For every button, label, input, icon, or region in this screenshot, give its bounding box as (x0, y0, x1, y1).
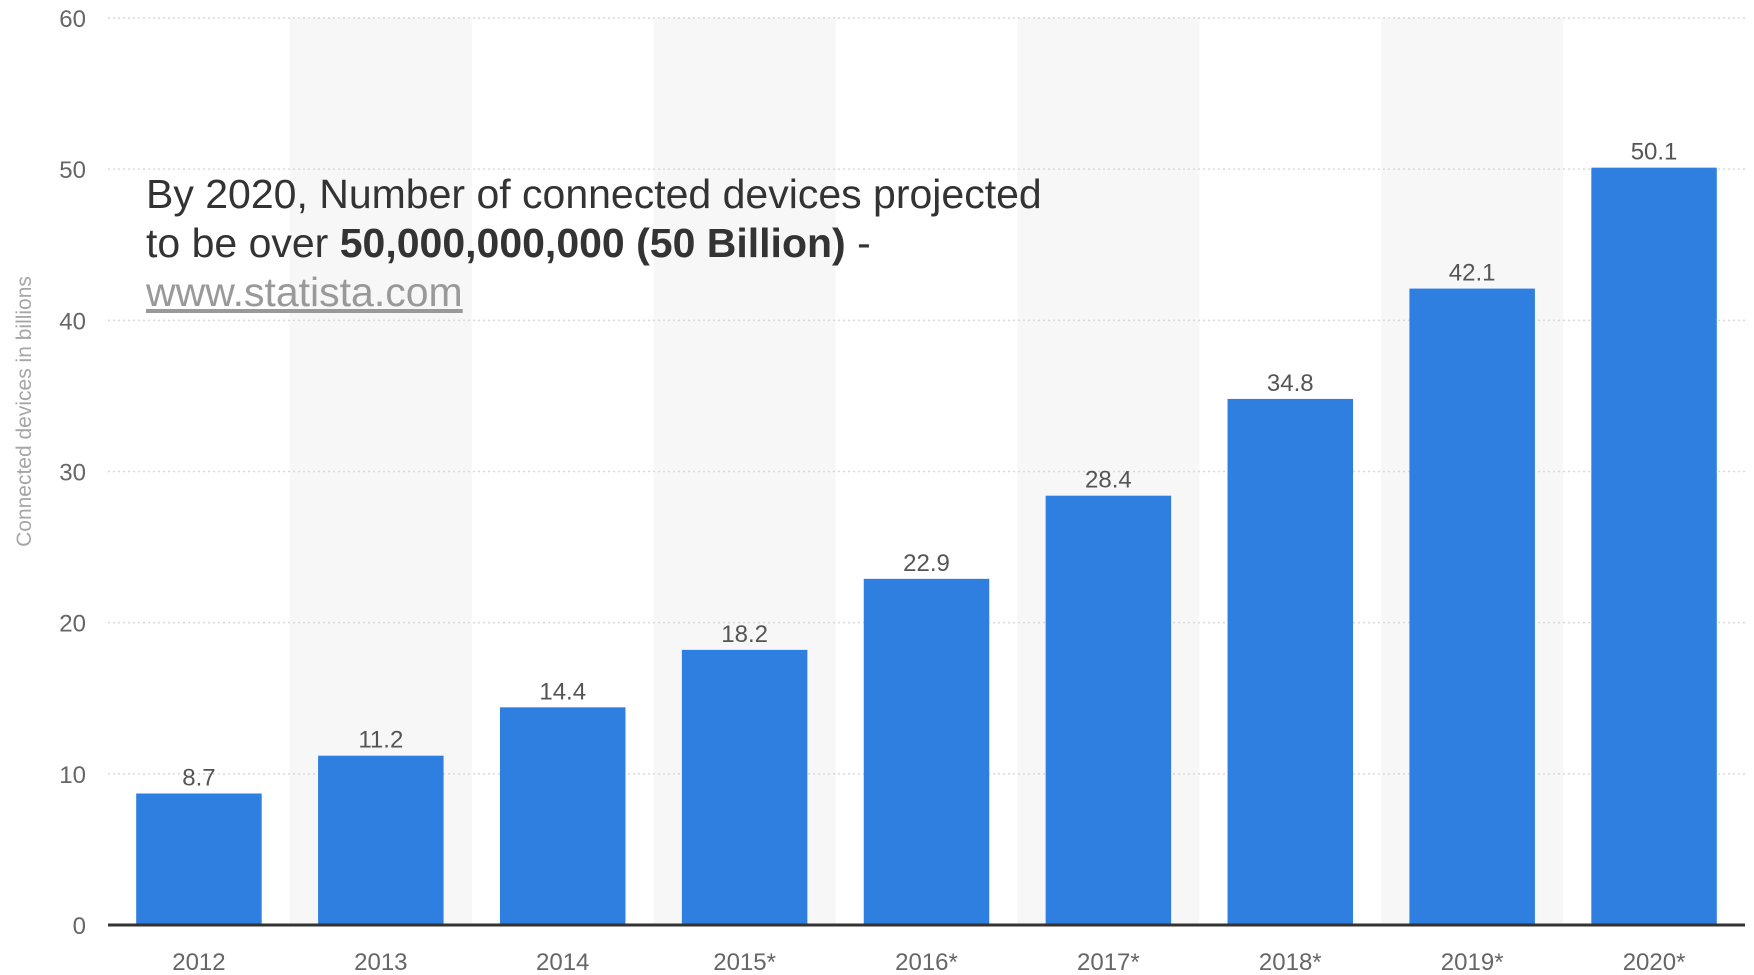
x-tick-label: 2015* (713, 949, 776, 975)
x-tick-label: 2019* (1441, 949, 1504, 975)
annotation-highlight: 50,000,000,000 (50 Billion) (339, 220, 846, 266)
y-axis-ticks: 0 10 20 30 40 50 60 (59, 6, 86, 940)
y-tick-label: 10 (59, 762, 86, 789)
x-tick-label: 2018* (1259, 949, 1322, 975)
x-tick-label: 2014 (536, 949, 589, 975)
x-axis-ticks: 2012 2013 2014 2015* 2016* 2017* 2018* 2019* 202… (172, 949, 1685, 975)
bar[interactable] (318, 755, 444, 925)
y-tick-label: 20 (59, 611, 86, 638)
x-tick-label: 2013 (354, 949, 407, 975)
data-label: 28.4 (1085, 467, 1132, 494)
y-tick-label: 40 (59, 308, 86, 335)
annotation-line-2-suffix: - (845, 220, 871, 266)
data-label: 42.1 (1449, 260, 1496, 287)
x-tick-label: 2012 (172, 949, 225, 975)
y-tick-label: 0 (73, 913, 86, 940)
bar[interactable] (681, 649, 808, 925)
annotation-line-2-prefix: to be over (146, 220, 340, 266)
annotation-line-2: to be over 50,000,000,000 (50 Billion) - (146, 219, 1042, 268)
source-link[interactable]: www.statista.com (146, 269, 463, 315)
y-axis-label: Connected devices in billions (13, 276, 36, 547)
y-tick-label: 50 (59, 157, 86, 184)
annotation-line-1: By 2020, Number of connected devices pro… (146, 171, 1042, 217)
data-label: 8.7 (182, 764, 215, 791)
data-labels: 8.7 11.2 14.4 18.2 22.9 28.4 34.8 42.1 50.1 (182, 139, 1677, 792)
bar[interactable] (1409, 288, 1535, 925)
data-label: 50.1 (1631, 139, 1678, 166)
x-tick-label: 2020* (1623, 949, 1686, 975)
data-label: 34.8 (1267, 370, 1314, 397)
chart-annotation: By 2020, Number of connected devices pro… (146, 170, 1042, 317)
bar[interactable] (1591, 167, 1717, 925)
x-tick-label: 2016* (895, 949, 958, 975)
x-tick-label: 2017* (1077, 949, 1140, 975)
bars (136, 167, 1717, 925)
data-label: 11.2 (358, 727, 403, 754)
bar[interactable] (1045, 495, 1172, 925)
data-label: 18.2 (721, 621, 768, 648)
data-label: 22.9 (903, 550, 950, 577)
bar[interactable] (1227, 398, 1354, 925)
y-tick-label: 30 (59, 460, 86, 487)
bar[interactable] (136, 793, 262, 925)
bar[interactable] (863, 578, 990, 925)
y-tick-label: 60 (59, 6, 86, 33)
data-label: 14.4 (539, 678, 586, 705)
bar[interactable] (499, 707, 626, 925)
